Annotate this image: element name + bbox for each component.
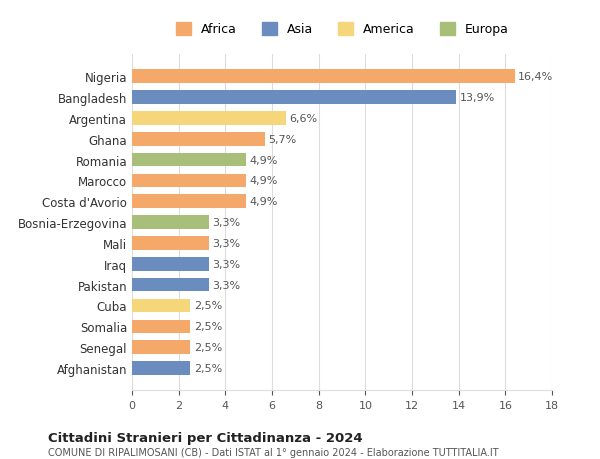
Text: 5,7%: 5,7% [269,134,297,145]
Text: 16,4%: 16,4% [518,72,553,82]
Text: 2,5%: 2,5% [194,342,222,353]
Bar [132,341,190,354]
Bar [132,361,190,375]
Bar [132,91,457,105]
Bar [132,257,209,271]
Text: 3,3%: 3,3% [212,280,241,290]
Text: 2,5%: 2,5% [194,363,222,373]
Legend: Africa, Asia, America, Europa: Africa, Asia, America, Europa [170,18,514,41]
Text: Cittadini Stranieri per Cittadinanza - 2024: Cittadini Stranieri per Cittadinanza - 2… [48,431,362,444]
Bar [132,237,209,250]
Bar [132,70,515,84]
Text: 4,9%: 4,9% [250,197,278,207]
Text: 6,6%: 6,6% [290,114,317,123]
Text: COMUNE DI RIPALIMOSANI (CB) - Dati ISTAT al 1° gennaio 2024 - Elaborazione TUTTI: COMUNE DI RIPALIMOSANI (CB) - Dati ISTAT… [48,448,499,458]
Bar [132,195,247,208]
Text: 2,5%: 2,5% [194,301,222,311]
Bar [132,112,286,125]
Bar [132,278,209,292]
Bar [132,320,190,333]
Text: 4,9%: 4,9% [250,176,278,186]
Bar [132,299,190,313]
Bar [132,216,209,230]
Bar [132,174,247,188]
Text: 3,3%: 3,3% [212,218,241,228]
Text: 4,9%: 4,9% [250,155,278,165]
Text: 3,3%: 3,3% [212,259,241,269]
Bar [132,153,247,167]
Text: 2,5%: 2,5% [194,322,222,331]
Text: 3,3%: 3,3% [212,238,241,248]
Text: 13,9%: 13,9% [460,93,495,103]
Bar [132,133,265,146]
